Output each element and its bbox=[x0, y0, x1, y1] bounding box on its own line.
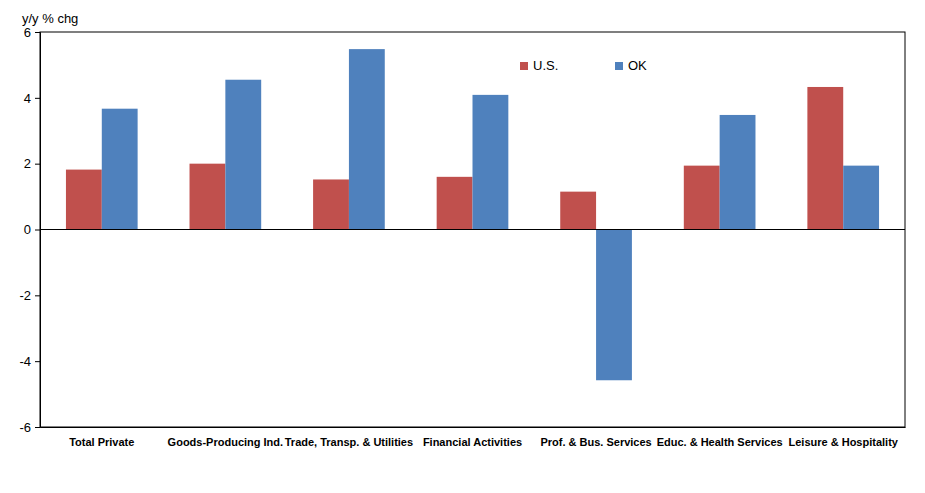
tick-mark bbox=[35, 164, 40, 165]
tick: -2 bbox=[19, 288, 40, 303]
tick-label: Financial Activities bbox=[423, 436, 522, 448]
bar bbox=[560, 192, 596, 230]
bar bbox=[684, 166, 720, 230]
tick: Total Private bbox=[69, 427, 134, 448]
bar bbox=[313, 179, 349, 229]
tick-label: Prof. & Bus. Services bbox=[540, 436, 651, 448]
tick-label: -4 bbox=[19, 354, 31, 369]
bar bbox=[473, 95, 509, 230]
zero-line bbox=[40, 229, 905, 230]
tick: 4 bbox=[24, 90, 40, 105]
bar bbox=[66, 170, 102, 230]
bar bbox=[349, 49, 385, 229]
axis-title: y/y % chg bbox=[22, 11, 78, 26]
bar bbox=[437, 177, 473, 230]
bar bbox=[807, 87, 843, 230]
tick: Leisure & Hospitality bbox=[789, 427, 899, 448]
tick: Trade, Transp. & Utilities bbox=[285, 427, 413, 448]
tick: Goods-Producing Ind. bbox=[168, 427, 284, 448]
tick: -4 bbox=[19, 354, 40, 369]
tick-label: 0 bbox=[24, 222, 31, 237]
legend-item: OK bbox=[615, 58, 647, 73]
bar bbox=[843, 166, 879, 230]
tick: 2 bbox=[24, 156, 40, 171]
tick: Financial Activities bbox=[423, 427, 522, 448]
bar-series bbox=[102, 49, 879, 380]
tick-label: Goods-Producing Ind. bbox=[168, 436, 284, 448]
legend: U.S. OK bbox=[520, 58, 647, 73]
tick: 6 bbox=[24, 25, 40, 40]
bar bbox=[102, 109, 138, 230]
tick-mark bbox=[35, 98, 40, 99]
tick-label: 4 bbox=[24, 90, 31, 105]
tick-mark bbox=[35, 32, 40, 33]
plot: -6 -4 -2 0 2 4 6 Total Private Goods-Producing I… bbox=[19, 25, 905, 448]
legend-swatch bbox=[520, 62, 528, 70]
axis-line bbox=[41, 427, 906, 428]
tick-mark bbox=[35, 427, 40, 428]
legend-swatch bbox=[615, 62, 623, 70]
plot-frame bbox=[40, 32, 905, 427]
y-axis: -6 -4 -2 0 2 4 6 bbox=[19, 25, 40, 435]
tick-label: 2 bbox=[24, 156, 31, 171]
axis-line bbox=[35, 33, 41, 428]
tick: -6 bbox=[19, 420, 40, 435]
chart: -6 -4 -2 0 2 4 6 Total Private Goods-Producing I… bbox=[0, 0, 925, 493]
bar bbox=[720, 115, 756, 230]
legend-label: U.S. bbox=[533, 58, 558, 73]
tick-label: -6 bbox=[19, 420, 31, 435]
bar bbox=[190, 164, 226, 230]
bar bbox=[225, 80, 261, 230]
x-axis: Total Private Goods-Producing Ind.Trade, … bbox=[41, 427, 906, 448]
tick: Educ. & Health Services bbox=[657, 427, 783, 448]
legend-label: OK bbox=[628, 58, 647, 73]
tick-label: Leisure & Hospitality bbox=[789, 436, 899, 448]
tick-mark bbox=[35, 295, 40, 296]
bar bbox=[596, 230, 632, 381]
tick-mark bbox=[35, 230, 40, 231]
tick-label: Total Private bbox=[69, 436, 134, 448]
tick-label: Educ. & Health Services bbox=[657, 436, 783, 448]
tick-label: 6 bbox=[24, 25, 31, 40]
bar-series bbox=[66, 87, 843, 230]
tick: 0 bbox=[24, 222, 40, 237]
tick-label: -2 bbox=[19, 288, 31, 303]
tick-label: Trade, Transp. & Utilities bbox=[285, 436, 413, 448]
tick: Prof. & Bus. Services bbox=[540, 427, 651, 448]
legend-item: U.S. bbox=[520, 58, 558, 73]
tick-mark bbox=[35, 361, 40, 362]
bars bbox=[66, 49, 879, 380]
